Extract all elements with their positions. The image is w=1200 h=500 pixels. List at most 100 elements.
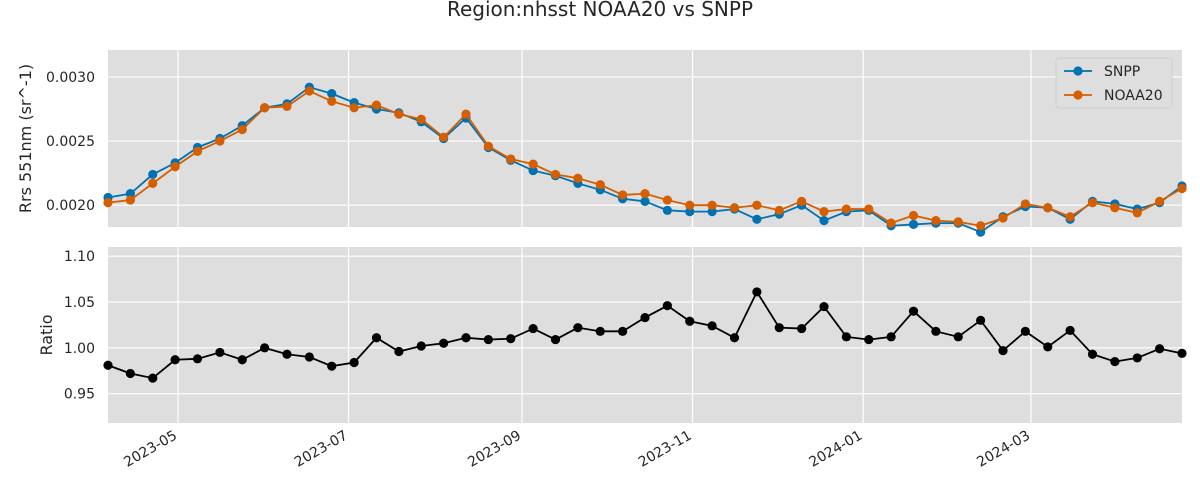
rrs-y-axis-label: Rrs 551nm (sr^-1)	[16, 64, 35, 213]
y-tick-label: 1.10	[64, 249, 95, 265]
y-tick-label: 1.00	[64, 341, 95, 357]
data-point	[483, 141, 493, 151]
data-point	[260, 343, 270, 353]
legend-marker	[1073, 90, 1083, 100]
data-point	[125, 189, 135, 199]
data-point	[931, 215, 941, 226]
rrs-y-ticks: 0.0020 0.0025 0.0030	[46, 70, 95, 214]
data-point	[573, 323, 583, 333]
data-point	[1087, 349, 1098, 359]
data-point	[125, 195, 135, 205]
x-tick-label: 2023-07	[292, 428, 351, 471]
data-point	[304, 352, 314, 362]
data-point	[327, 89, 337, 99]
legend-entry: SNPP	[1064, 64, 1140, 80]
data-point	[237, 355, 247, 365]
data-point	[797, 196, 807, 206]
y-tick-label: 0.0025	[46, 134, 95, 150]
data-point	[416, 114, 426, 124]
chart-title: Region:nhsst NOAA20 vs SNPP	[447, 0, 753, 21]
data-point	[797, 323, 807, 334]
data-point	[819, 215, 829, 226]
data-point	[841, 332, 851, 342]
data-point	[192, 146, 203, 156]
data-point	[908, 219, 919, 230]
x-axis-ticks: 2023-05 2023-07 2023-09 2023-11 2024-01 2024-…	[121, 428, 1033, 471]
ratio-y-ticks: 0.95 1.00 1.05 1.10	[64, 249, 95, 403]
y-tick-label: 0.95	[64, 387, 95, 403]
legend-entry: NOAA20	[1064, 88, 1163, 104]
rrs-grid	[108, 50, 1182, 227]
data-point	[662, 195, 672, 205]
data-point	[662, 205, 672, 215]
data-point	[282, 349, 292, 359]
data-point	[908, 306, 919, 316]
data-point	[640, 196, 650, 206]
legend-label: NOAA20	[1104, 88, 1163, 104]
data-point	[148, 373, 158, 383]
data-point	[774, 323, 784, 333]
rrs-series	[103, 82, 1187, 237]
data-point	[953, 217, 963, 227]
data-point	[1020, 199, 1030, 209]
data-point	[685, 200, 695, 210]
data-point	[662, 301, 672, 311]
data-point	[908, 210, 919, 221]
data-point	[864, 334, 874, 345]
ratio-series	[103, 287, 1187, 383]
data-point	[483, 334, 493, 345]
data-point	[640, 312, 650, 323]
data-point	[439, 132, 449, 142]
ratio-panel: 0.95 1.00 1.05 1.10 Ratio	[37, 247, 1187, 423]
data-point	[1043, 342, 1053, 352]
data-point	[461, 333, 471, 343]
data-point	[886, 218, 896, 228]
data-point	[864, 204, 874, 214]
series-ratio	[103, 287, 1187, 383]
data-point	[371, 333, 382, 343]
data-point	[1043, 203, 1053, 213]
data-point	[103, 360, 113, 370]
x-tick-label: 2024-03	[974, 428, 1033, 471]
data-point	[506, 154, 516, 164]
data-point	[752, 200, 762, 210]
data-point	[1020, 326, 1030, 336]
y-tick-label: 0.0030	[46, 70, 95, 86]
data-point	[349, 103, 359, 113]
data-point	[841, 204, 851, 214]
data-point	[528, 323, 538, 334]
data-point	[976, 221, 986, 231]
data-point	[595, 326, 605, 336]
x-tick-label: 2024-01	[806, 428, 865, 471]
data-point	[1110, 356, 1120, 367]
data-point	[550, 169, 561, 180]
y-tick-label: 1.05	[64, 295, 95, 311]
data-point	[729, 203, 740, 213]
data-point	[192, 354, 203, 364]
data-point	[506, 334, 516, 344]
rrs-panel: 0.0020 0.0025 0.0030 Rrs 551nm (sr^-1) SNP…	[16, 50, 1187, 237]
data-point	[1110, 203, 1120, 213]
data-point	[707, 207, 717, 217]
data-point	[394, 109, 404, 119]
data-point	[618, 190, 628, 200]
x-tick-label: 2023-11	[636, 428, 695, 471]
x-tick-label: 2023-05	[121, 428, 180, 471]
data-point	[998, 213, 1008, 223]
data-point	[416, 341, 426, 351]
y-tick-label: 0.0020	[46, 198, 95, 214]
data-point	[125, 368, 135, 379]
data-point	[260, 103, 270, 113]
data-point	[237, 124, 247, 135]
data-point	[1065, 212, 1075, 222]
data-point	[550, 334, 561, 345]
data-point	[774, 205, 784, 215]
data-point	[528, 159, 538, 169]
data-point	[573, 173, 583, 183]
data-point	[1177, 183, 1187, 194]
data-point	[215, 136, 225, 146]
data-point	[1155, 344, 1165, 354]
data-point	[1065, 325, 1075, 336]
data-point	[752, 287, 762, 297]
